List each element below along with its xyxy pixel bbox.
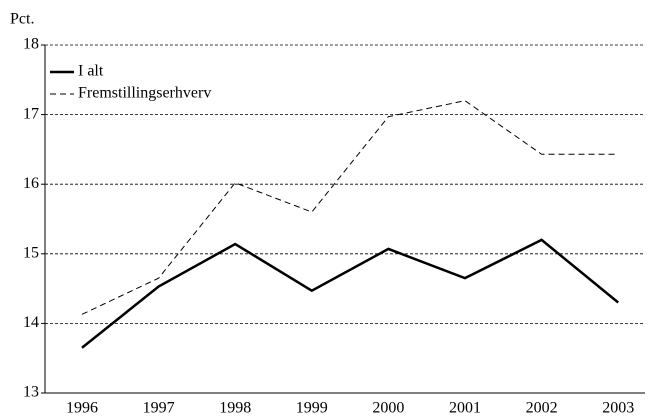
y-tick-label: 17 [23, 105, 39, 122]
x-tick-label: 2001 [449, 400, 481, 417]
x-tick-label: 2003 [602, 400, 634, 417]
y-tick-label: 18 [23, 36, 39, 53]
x-tick-label: 2002 [526, 400, 558, 417]
x-tick-label: 1998 [219, 400, 251, 417]
x-tick-label: 1997 [143, 400, 175, 417]
x-tick-label: 2000 [372, 400, 404, 417]
series-line [81, 238, 619, 349]
y-tick-label: 16 [23, 175, 39, 192]
y-tick-label: 14 [23, 314, 39, 331]
series-line [81, 100, 619, 315]
y-tick-label: 13 [23, 384, 39, 401]
y-axis-label: Pct. [10, 11, 34, 28]
x-tick-label: 1999 [296, 400, 328, 417]
legend-label: I alt [78, 63, 104, 80]
y-tick-label: 15 [23, 244, 39, 261]
x-tick-label: 1996 [66, 400, 98, 417]
legend-label: Fremstillingserhverv [78, 85, 211, 102]
